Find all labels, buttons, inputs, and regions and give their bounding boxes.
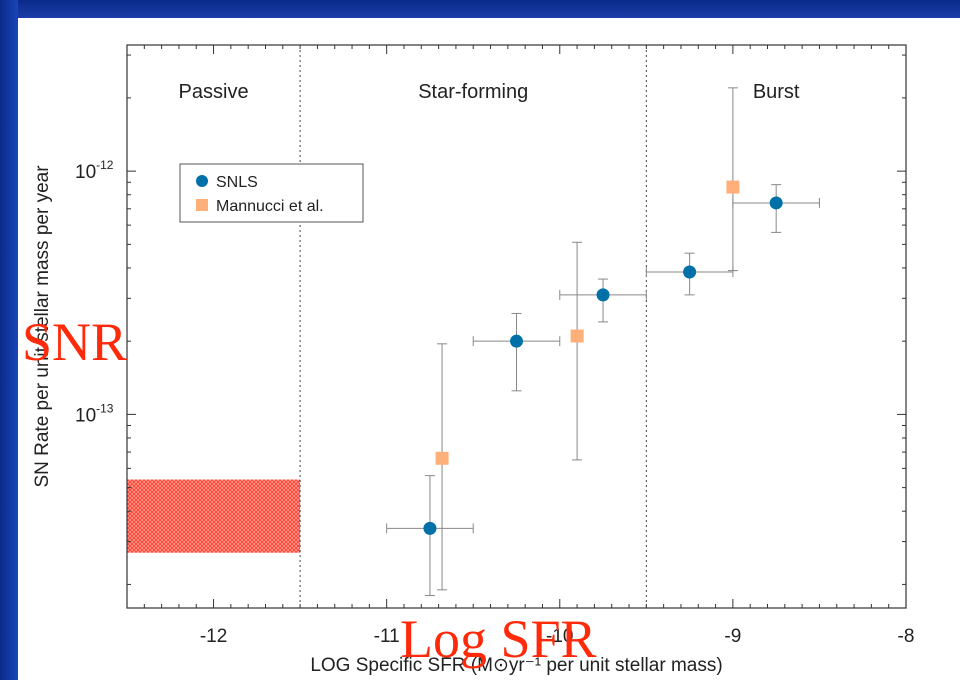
x-tick-label: -12 <box>200 626 227 647</box>
data-point-mannucci <box>570 329 584 343</box>
region-label: Passive <box>179 81 249 103</box>
x-tick-label: -10 <box>546 626 573 647</box>
y-tick-exponent: -12 <box>96 158 114 172</box>
data-point-snls <box>510 334 523 348</box>
x-axis-label: LOG Specific SFR (M⊙yr⁻¹ per unit stella… <box>310 655 722 676</box>
overlay-label-snr: SNR <box>22 312 128 372</box>
data-point-snls <box>596 288 610 302</box>
data-point-mannucci <box>726 180 740 194</box>
legend-label: Mannucci et al. <box>216 198 324 215</box>
plot-frame <box>126 44 907 609</box>
y-tick-exponent: -13 <box>96 401 114 415</box>
y-axis-label: SN Rate per unit stellar mass per year <box>32 165 53 488</box>
x-tick-label: -9 <box>724 626 741 647</box>
passive-rate-band <box>127 479 301 553</box>
data-point-snls <box>423 521 437 535</box>
region-label: Burst <box>753 81 800 103</box>
region-label: Star-forming <box>418 81 528 103</box>
y-tick-label: 10-13 <box>75 401 114 426</box>
legend-label: SNLS <box>216 174 258 191</box>
overlay-label-log-sfr: Log SFR <box>400 609 597 669</box>
legend-marker <box>196 199 208 211</box>
data-point-snls <box>769 196 783 210</box>
top-frame-bar <box>0 0 960 18</box>
data-point-mannucci <box>435 451 449 465</box>
x-tick-label: -11 <box>374 626 400 647</box>
legend-marker <box>196 175 208 187</box>
data-point-snls <box>683 265 697 279</box>
legend-box <box>179 163 364 223</box>
x-tick-label: -8 <box>898 626 915 647</box>
left-frame-bar <box>0 0 18 680</box>
y-tick-label: 10-12 <box>75 158 114 183</box>
